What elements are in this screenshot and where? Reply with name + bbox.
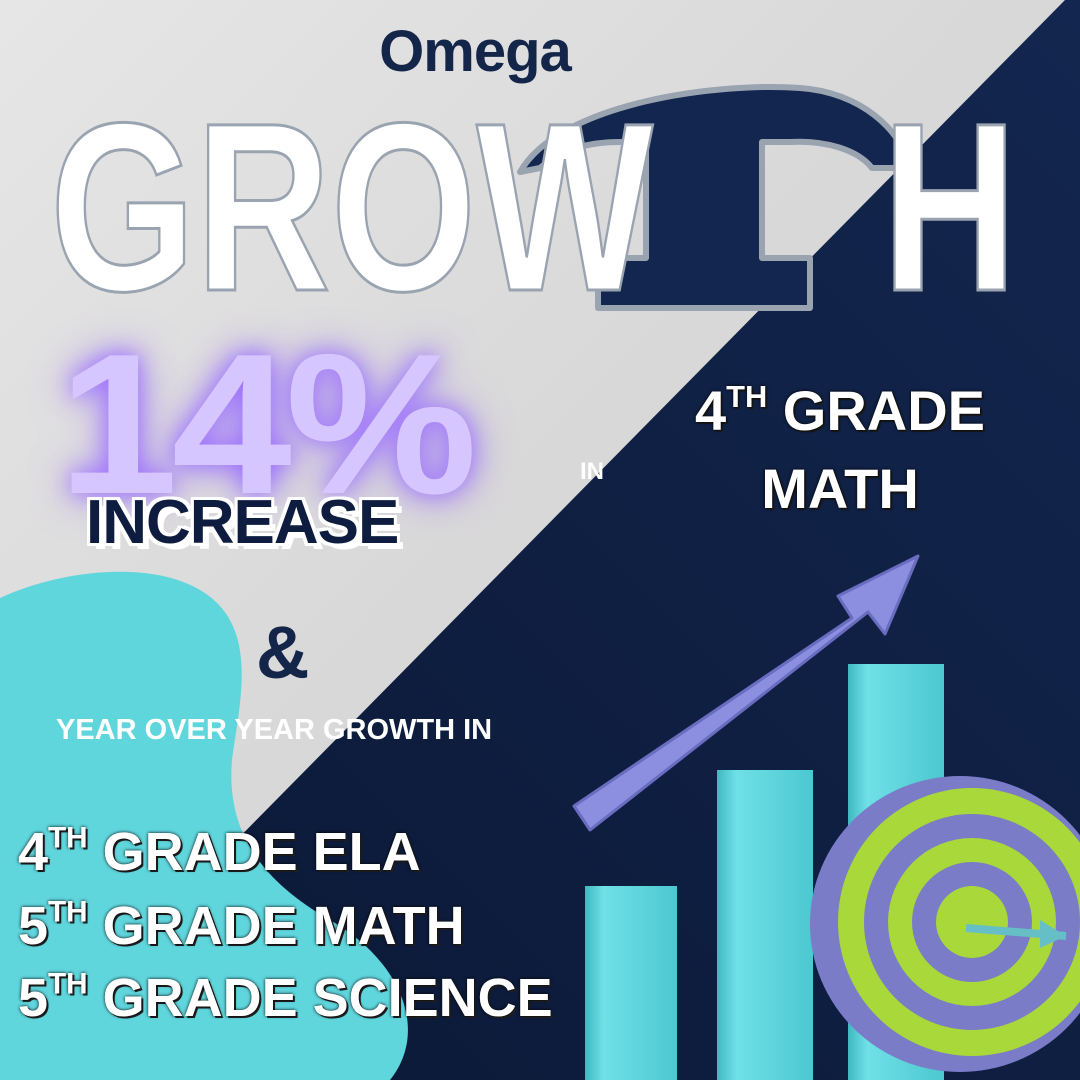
headline-line-1: 4TH GRADE [694,378,985,442]
subheading: YEAR OVER YEAR GROWTH IN [56,714,493,746]
grade-item: 4TH GRADE ELA [18,821,421,882]
headline-line-2: MATH [761,457,919,520]
stat-percent: 14% [58,313,477,536]
brand-name: Omega [379,19,572,84]
omega-logo-icon [517,83,913,311]
hero-title-right: H [881,73,1019,341]
grade-item: 5TH GRADE SCIENCE [18,967,553,1028]
grade-item: 5TH GRADE MATH [18,895,465,956]
growth-arrow-icon [572,554,920,832]
headline: 4TH GRADE MATH [640,372,1040,528]
teal-blob [0,571,408,1080]
target-icon [810,776,1080,1072]
hero-title-left: GROW [49,73,654,341]
stat-label: INCREASE [86,488,399,557]
ampersand: & [256,611,310,694]
stat-connector: IN [580,458,604,485]
